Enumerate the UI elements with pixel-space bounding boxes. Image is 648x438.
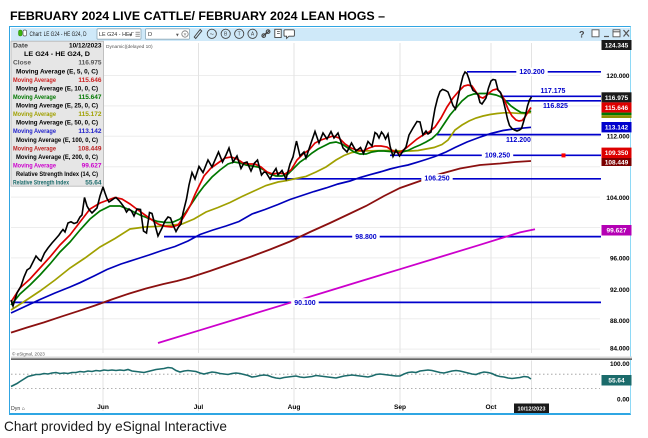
svg-text:115.647: 115.647 bbox=[78, 94, 102, 101]
svg-text:115.646: 115.646 bbox=[605, 105, 629, 112]
svg-text:100.00: 100.00 bbox=[610, 361, 630, 368]
svg-text:116.825: 116.825 bbox=[543, 103, 568, 110]
svg-text:~: ~ bbox=[210, 31, 214, 38]
svg-text:96.000: 96.000 bbox=[610, 255, 630, 262]
svg-text:99.627: 99.627 bbox=[82, 162, 102, 169]
svg-text:115.646: 115.646 bbox=[78, 77, 102, 84]
svg-text:98.800: 98.800 bbox=[355, 234, 377, 241]
svg-text:T: T bbox=[238, 32, 241, 38]
svg-text:55.64: 55.64 bbox=[85, 180, 102, 187]
svg-text:112.200: 112.200 bbox=[506, 137, 531, 144]
svg-text:115.172: 115.172 bbox=[78, 111, 102, 118]
svg-text:▾: ▾ bbox=[129, 32, 132, 38]
svg-text:Jul: Jul bbox=[194, 404, 204, 411]
svg-text:Close: Close bbox=[13, 60, 31, 67]
svg-text:10/12/2023: 10/12/2023 bbox=[69, 43, 102, 50]
svg-text:LE G24 - HE Г: LE G24 - HE Г bbox=[99, 32, 134, 38]
svg-text:124.345: 124.345 bbox=[605, 42, 629, 49]
svg-text:Moving Average (E, 100, 0, C): Moving Average (E, 100, 0, C) bbox=[16, 137, 98, 144]
svg-text:Jun: Jun bbox=[97, 404, 109, 411]
svg-text:92.000: 92.000 bbox=[610, 287, 630, 294]
svg-text:120.200: 120.200 bbox=[519, 69, 544, 76]
svg-text:Relative Strength Index (14, C: Relative Strength Index (14, C) bbox=[16, 171, 98, 178]
svg-text:Aug: Aug bbox=[288, 404, 301, 411]
svg-text:Moving Average: Moving Average bbox=[13, 162, 56, 169]
svg-text:Moving Average (E, 5, 0, C): Moving Average (E, 5, 0, C) bbox=[16, 68, 98, 75]
svg-text:112.000: 112.000 bbox=[607, 133, 630, 140]
svg-text:116.975: 116.975 bbox=[605, 95, 629, 102]
svg-text:Moving Average: Moving Average bbox=[13, 111, 56, 118]
svg-text:Dyn ⌂: Dyn ⌂ bbox=[11, 406, 25, 412]
svg-text:90.100: 90.100 bbox=[294, 300, 316, 307]
svg-text:116.975: 116.975 bbox=[78, 60, 102, 67]
svg-text:106.250: 106.250 bbox=[424, 176, 449, 183]
svg-text:109.250: 109.250 bbox=[485, 153, 510, 160]
svg-text:☰: ☰ bbox=[135, 32, 140, 39]
svg-text:✕: ✕ bbox=[183, 32, 187, 37]
svg-text:Oct: Oct bbox=[486, 404, 498, 411]
svg-text:Dynamic|(delayed 10): Dynamic|(delayed 10) bbox=[106, 44, 153, 50]
svg-text:113.142: 113.142 bbox=[605, 125, 629, 132]
svg-text:Date: Date bbox=[13, 43, 28, 50]
svg-text:84.000: 84.000 bbox=[610, 345, 630, 352]
svg-text:Moving Average: Moving Average bbox=[13, 128, 56, 135]
svg-text:D: D bbox=[148, 32, 152, 38]
svg-text:109.350: 109.350 bbox=[605, 150, 629, 157]
svg-text:Moving Average (E, 200, 0, C): Moving Average (E, 200, 0, C) bbox=[16, 154, 98, 161]
svg-text:55.64: 55.64 bbox=[608, 378, 625, 385]
svg-text:88.000: 88.000 bbox=[610, 318, 630, 325]
svg-text:Moving Average (E, 10, 0, C): Moving Average (E, 10, 0, C) bbox=[16, 85, 98, 92]
svg-text:Moving Average (E, 25, 0, C): Moving Average (E, 25, 0, C) bbox=[16, 103, 98, 110]
svg-text:0.00: 0.00 bbox=[617, 396, 630, 403]
svg-text:Moving Average: Moving Average bbox=[13, 94, 56, 101]
svg-text:108.449: 108.449 bbox=[78, 145, 102, 152]
svg-text:113.142: 113.142 bbox=[78, 128, 102, 135]
svg-text:104.000: 104.000 bbox=[606, 195, 630, 202]
svg-text:Chart: LE G24 - HE G24, D: Chart: LE G24 - HE G24, D bbox=[30, 31, 87, 38]
svg-text:117.175: 117.175 bbox=[541, 88, 566, 95]
svg-text:120.000: 120.000 bbox=[606, 73, 630, 80]
svg-text:10/12/2023: 10/12/2023 bbox=[518, 406, 546, 412]
svg-text:B: B bbox=[224, 32, 228, 38]
svg-text:Moving Average (E, 50, 0, C): Moving Average (E, 50, 0, C) bbox=[16, 120, 98, 127]
svg-text:?: ? bbox=[579, 30, 585, 40]
svg-text:LE G24 - HE G24, D: LE G24 - HE G24, D bbox=[24, 51, 90, 58]
svg-text:Moving Average: Moving Average bbox=[13, 77, 56, 84]
svg-text:99.627: 99.627 bbox=[607, 228, 627, 235]
svg-text:108.449: 108.449 bbox=[605, 159, 629, 166]
svg-text:Sep: Sep bbox=[394, 404, 406, 411]
svg-text:Moving Average: Moving Average bbox=[13, 145, 56, 152]
svg-text:▾: ▾ bbox=[176, 32, 179, 38]
svg-text:A: A bbox=[251, 32, 255, 38]
svg-text:Relative Strength Index: Relative Strength Index bbox=[13, 180, 69, 187]
svg-text:© eSignal, 2023: © eSignal, 2023 bbox=[12, 351, 45, 357]
